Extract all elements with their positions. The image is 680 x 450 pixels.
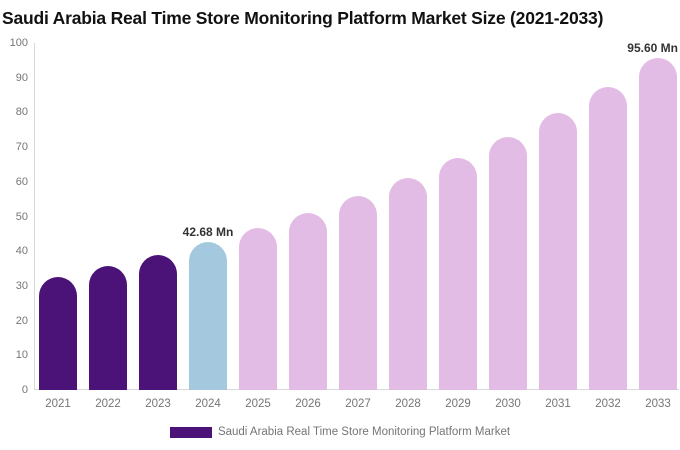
bar-2021[interactable]: [39, 277, 77, 390]
x-axis-label-2021: 2021: [45, 398, 71, 410]
x-axis-label-2033: 2033: [645, 398, 671, 410]
y-axis-tick-label-100: 100: [9, 37, 28, 49]
y-axis-tick-label-60: 60: [15, 175, 28, 188]
y-axis-tick-label-30: 30: [15, 279, 28, 292]
data-label-2024: 42.68 Mn: [182, 225, 234, 239]
bar-2022[interactable]: [89, 266, 127, 390]
bar-2025[interactable]: [239, 228, 277, 390]
chart-title: Saudi Arabia Real Time Store Monitoring …: [2, 8, 604, 28]
bar-2028[interactable]: [389, 178, 427, 390]
bar-2027[interactable]: [339, 196, 377, 390]
data-label-2033: 95.60 Mn: [627, 41, 678, 55]
y-axis-tick-label-10: 10: [15, 349, 28, 362]
bar-2026[interactable]: [289, 213, 327, 390]
y-axis-tick-label-20: 20: [15, 314, 28, 327]
y-axis-tick-label-50: 50: [15, 210, 28, 223]
x-axis-label-2029: 2029: [445, 398, 471, 410]
x-axis-label-2030: 2030: [495, 398, 521, 410]
x-axis-label-2028: 2028: [395, 398, 421, 410]
bar-2031[interactable]: [539, 113, 577, 390]
x-axis-label-2031: 2031: [545, 398, 571, 410]
x-axis-label-2032: 2032: [595, 398, 621, 410]
y-axis-tick-label-0: 0: [21, 384, 28, 396]
y-axis-tick-label-80: 80: [15, 106, 28, 119]
legend: Saudi Arabia Real Time Store Monitoring …: [0, 426, 680, 438]
y-axis-tick-label-40: 40: [15, 245, 28, 258]
x-axis-label-2027: 2027: [345, 398, 371, 410]
legend-swatch-icon: [169, 426, 212, 438]
y-axis-tick-label-70: 70: [15, 141, 28, 154]
x-axis-label-2025: 2025: [245, 398, 271, 410]
legend-item-market[interactable]: Saudi Arabia Real Time Store Monitoring …: [169, 426, 511, 438]
y-axis-tick-label-90: 90: [15, 71, 28, 84]
x-axis-label-2024: 2024: [195, 398, 221, 410]
x-axis-label-2022: 2022: [95, 398, 121, 410]
bar-2029[interactable]: [439, 158, 477, 390]
x-axis-label-2023: 2023: [145, 398, 171, 410]
legend-label: Saudi Arabia Real Time Store Monitoring …: [217, 426, 511, 438]
bar-2033[interactable]: [639, 58, 677, 390]
bar-2030[interactable]: [489, 137, 527, 390]
bar-2023[interactable]: [139, 255, 177, 390]
x-axis-label-2026: 2026: [295, 398, 321, 410]
bar-2024[interactable]: [189, 242, 227, 390]
bar-2032[interactable]: [589, 87, 627, 390]
